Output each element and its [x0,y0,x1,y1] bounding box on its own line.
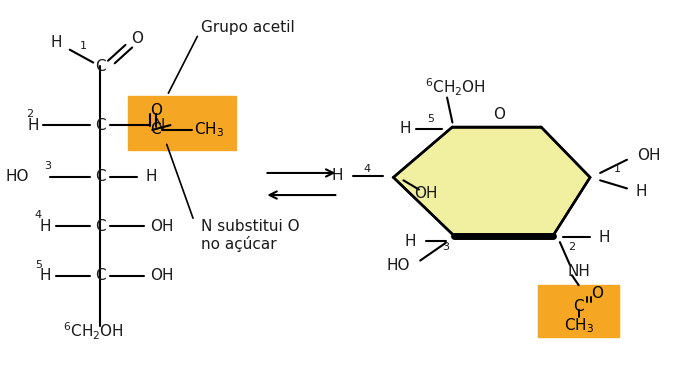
Text: 4: 4 [363,164,370,174]
Text: OH: OH [150,219,174,234]
Text: Grupo acetil: Grupo acetil [201,20,295,35]
Text: H: H [27,118,38,132]
Text: $^6$CH$_2$OH: $^6$CH$_2$OH [425,77,486,98]
Text: CH$_3$: CH$_3$ [563,317,594,335]
Text: 4: 4 [34,210,42,220]
Text: HO: HO [387,258,410,273]
Text: C: C [574,299,584,314]
Text: HO: HO [6,169,30,184]
Text: O: O [592,286,603,301]
Text: 2: 2 [568,241,576,252]
Text: N: N [154,118,164,132]
Text: H: H [51,35,62,50]
Text: C: C [94,269,105,283]
Text: C: C [150,123,161,137]
Text: NH: NH [568,264,590,279]
Text: O: O [493,107,506,121]
Text: C: C [94,169,105,184]
Text: O: O [150,103,162,118]
Text: 5: 5 [34,260,42,270]
Text: H: H [400,121,411,136]
Text: OH: OH [150,269,174,283]
Text: C: C [94,118,105,132]
Text: H: H [39,269,51,283]
Text: H: H [332,168,343,183]
FancyBboxPatch shape [128,96,237,150]
Text: O: O [131,31,143,46]
Text: H: H [146,169,157,184]
Text: 1: 1 [613,164,621,174]
Text: 5: 5 [427,114,435,124]
Text: H: H [599,230,610,245]
Text: H: H [39,219,51,234]
Text: OH: OH [637,148,661,163]
Polygon shape [394,127,590,236]
Text: C: C [94,59,105,74]
Text: H: H [636,184,647,199]
FancyBboxPatch shape [538,285,619,337]
Text: 2: 2 [26,109,33,119]
Text: H: H [404,234,415,248]
Text: OH: OH [414,187,437,201]
Text: 3: 3 [442,242,450,252]
Text: 3: 3 [44,160,51,171]
Text: CH$_3$: CH$_3$ [194,121,224,139]
Text: C: C [94,219,105,234]
Text: N substitui O
no açúcar: N substitui O no açúcar [201,219,299,252]
Text: 1: 1 [80,41,87,51]
Text: $^6$CH$_2$OH: $^6$CH$_2$OH [63,321,124,342]
